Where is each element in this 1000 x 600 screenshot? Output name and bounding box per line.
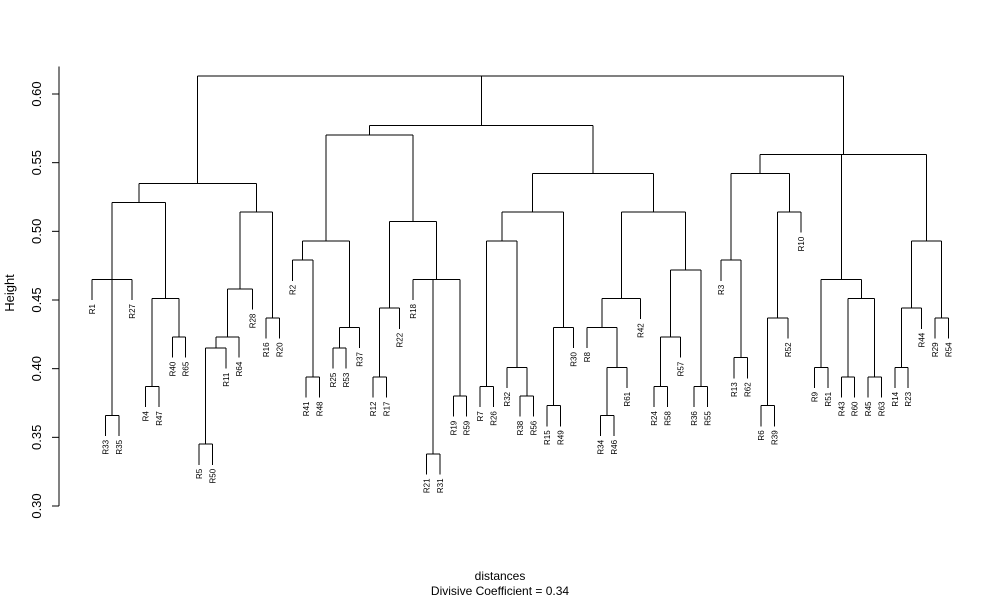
- leaf-label: R63: [877, 401, 886, 416]
- leaf-label: R33: [101, 439, 110, 454]
- leaf-label: R47: [155, 411, 164, 426]
- leaf-label: R7: [476, 411, 485, 422]
- leaf-label: R34: [596, 439, 605, 454]
- leaf-label: R62: [744, 382, 753, 397]
- leaf-label: R20: [275, 342, 284, 357]
- y-tick-label: 0.55: [29, 150, 44, 175]
- leaf-label: R5: [195, 468, 204, 479]
- leaf-label: R30: [570, 352, 579, 367]
- leaf-label: R39: [770, 430, 779, 445]
- leaf-label: R35: [115, 439, 124, 454]
- y-tick-label: 0.50: [29, 219, 44, 244]
- leaf-label: R17: [382, 401, 391, 416]
- leaf-label: R8: [583, 352, 592, 363]
- y-tick-label: 0.40: [29, 356, 44, 381]
- leaf-label: R65: [182, 361, 191, 376]
- y-axis: 0.30 0.35 0.40 0.45 0.50 0.55 0.60: [29, 66, 60, 519]
- y-tick-label: 0.60: [29, 81, 44, 106]
- leaf-label: R10: [797, 236, 806, 251]
- leaf-label: R48: [315, 401, 324, 416]
- leaf-label: R38: [516, 420, 525, 435]
- y-tick-label: 0.30: [29, 493, 44, 518]
- leaf-label: R19: [449, 420, 458, 435]
- leaf-label: R14: [891, 391, 900, 406]
- leaf-label: R50: [208, 468, 217, 483]
- y-axis-title: Height: [2, 274, 17, 312]
- leaf-label: R64: [235, 361, 244, 376]
- leaf-label: R53: [342, 372, 351, 387]
- leaf-labels: R1 R33 R35 R27 R4 R47 R40 R65 R5 R50 R11 R64 R28 R16 R…: [88, 236, 953, 493]
- leaf-label: R25: [329, 372, 338, 387]
- leaf-label: R31: [436, 478, 445, 493]
- leaf-label: R42: [637, 323, 646, 338]
- leaf-label: R26: [489, 411, 498, 426]
- leaf-label: R59: [463, 420, 472, 435]
- leaf-label: R9: [811, 391, 820, 402]
- leaf-label: R57: [677, 361, 686, 376]
- leaf-label: R23: [904, 391, 913, 406]
- leaf-label: R55: [703, 411, 712, 426]
- leaf-label: R49: [556, 430, 565, 445]
- leaf-label: R18: [409, 303, 418, 318]
- leaf-label: R41: [302, 401, 311, 416]
- leaf-label: R36: [690, 411, 699, 426]
- leaf-label: R12: [369, 401, 378, 416]
- leaf-label: R61: [623, 391, 632, 406]
- y-tick-label: 0.35: [29, 425, 44, 450]
- leaf-label: R28: [249, 313, 258, 328]
- leaf-label: R24: [650, 411, 659, 426]
- leaf-label: R52: [784, 342, 793, 357]
- leaf-label: R54: [944, 342, 953, 357]
- leaf-label: R43: [837, 401, 846, 416]
- leaf-label: R51: [824, 391, 833, 406]
- leaf-label: R58: [663, 411, 672, 426]
- leaf-label: R11: [222, 372, 231, 387]
- leaf-label: R45: [864, 401, 873, 416]
- leaf-label: R27: [128, 303, 137, 318]
- leaf-label: R3: [717, 284, 726, 295]
- y-tick-label: 0.45: [29, 287, 44, 312]
- leaf-label: R13: [730, 382, 739, 397]
- dendrogram-branches: [91, 75, 949, 475]
- leaf-label: R32: [503, 391, 512, 406]
- leaf-label: R37: [356, 352, 365, 367]
- leaf-label: R2: [289, 284, 298, 295]
- leaf-label: R16: [262, 342, 271, 357]
- leaf-label: R46: [610, 439, 619, 454]
- leaf-label: R29: [931, 342, 940, 357]
- leaf-label: R22: [396, 332, 405, 347]
- leaf-label: R21: [423, 478, 432, 493]
- leaf-label: R40: [168, 361, 177, 376]
- leaf-label: R6: [757, 430, 766, 441]
- leaf-label: R1: [88, 303, 97, 314]
- x-axis-title: distances: [474, 569, 526, 583]
- divisive-coefficient-subtitle: Divisive Coefficient = 0.34: [430, 584, 570, 598]
- leaf-label: R4: [142, 411, 151, 422]
- leaf-label: R15: [543, 430, 552, 445]
- leaf-label: R44: [918, 332, 927, 347]
- leaf-label: R56: [530, 420, 539, 435]
- leaf-label: R60: [851, 401, 860, 416]
